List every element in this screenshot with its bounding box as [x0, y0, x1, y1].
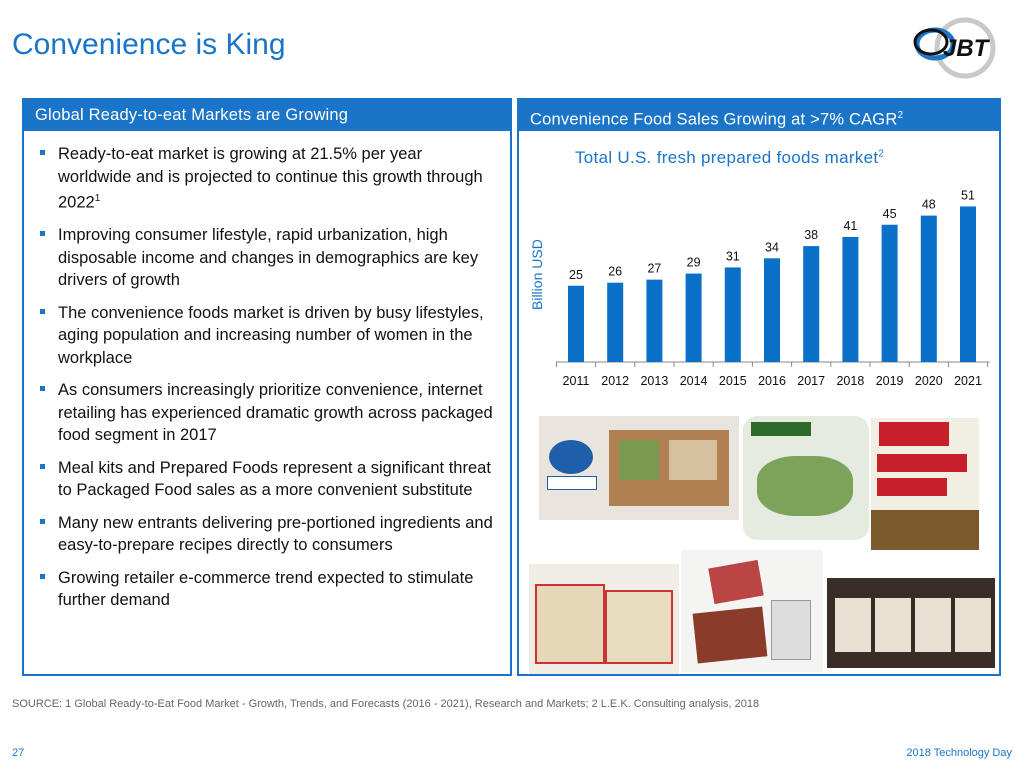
bullet-text: Ready-to-eat market is growing at 21.5% …: [58, 145, 483, 212]
source-note: SOURCE: 1 Global Ready-to-Eat Food Marke…: [12, 698, 760, 710]
bar-2016: [764, 258, 780, 362]
x-tick-label: 2021: [954, 374, 982, 388]
x-tick-label: 2017: [797, 374, 825, 388]
right-panel-header-text: Convenience Food Sales Growing at >7% CA…: [530, 110, 898, 129]
x-tick-label: 2015: [719, 374, 747, 388]
left-panel: Global Ready-to-eat Markets are Growing …: [22, 98, 512, 676]
footnote-marker: 1: [94, 193, 101, 204]
data-label: 34: [765, 240, 779, 254]
x-tick-label: 2011: [563, 374, 590, 388]
right-panel-header: Convenience Food Sales Growing at >7% CA…: [519, 100, 999, 131]
slide-title: Convenience is King: [12, 28, 286, 61]
header-footnote: 2: [897, 110, 904, 121]
bullet-text: Many new entrants delivering pre-portion…: [58, 513, 493, 555]
bullet-item: As consumers increasingly prioritize con…: [38, 379, 498, 447]
bar-2014: [685, 273, 702, 362]
x-tick-label: 2019: [876, 374, 904, 388]
bar-2021: [960, 206, 976, 362]
bullet-text: Meal kits and Prepared Foods represent a…: [58, 458, 491, 500]
data-label: 38: [804, 228, 818, 242]
x-tick-label: 2016: [758, 374, 786, 388]
x-tick-label: 2020: [915, 374, 943, 388]
jbt-logo: JBT: [905, 14, 1005, 80]
x-tick-label: 2014: [680, 374, 708, 388]
bullet-item: The convenience foods market is driven b…: [38, 302, 498, 370]
data-label: 48: [922, 198, 936, 212]
bullet-text: The convenience foods market is driven b…: [58, 303, 484, 367]
chart-title: Total U.S. fresh prepared foods market2: [575, 148, 884, 168]
right-panel: Convenience Food Sales Growing at >7% CA…: [517, 98, 1001, 676]
bullet-item: Improving consumer lifestyle, rapid urba…: [38, 224, 498, 292]
bullet-item: Growing retailer e-commerce trend expect…: [38, 567, 498, 612]
data-label: 25: [569, 268, 583, 282]
bullet-item: Ready-to-eat market is growing at 21.5% …: [38, 143, 498, 214]
page-number: 27: [12, 747, 25, 759]
bullet-text: Improving consumer lifestyle, rapid urba…: [58, 226, 479, 289]
bullet-item: Many new entrants delivering pre-portion…: [38, 512, 498, 557]
chart-title-text: Total U.S. fresh prepared foods market: [575, 148, 879, 167]
bullet-item: Meal kits and Prepared Foods represent a…: [38, 457, 498, 502]
bar-2015: [724, 267, 741, 362]
data-label: 27: [647, 262, 661, 276]
bullet-list: Ready-to-eat market is growing at 21.5% …: [24, 131, 510, 612]
data-label: 31: [726, 249, 740, 263]
photo-lunch-trays: [681, 550, 823, 672]
bar-2011: [568, 285, 584, 362]
bar-chart: 25 2011 26 2012 27 2013 29 2014 31 2015 34 2016 38 20…: [555, 188, 990, 388]
bullet-text: As consumers increasingly prioritize con…: [58, 381, 493, 444]
left-panel-header: Global Ready-to-eat Markets are Growing: [24, 100, 510, 131]
photo-campbells-ready-meals: [871, 418, 979, 550]
footer-text: 2018 Technology Day: [906, 747, 1012, 759]
data-label: 51: [961, 188, 975, 202]
x-tick-label: 2013: [640, 374, 668, 388]
svg-text:JBT: JBT: [943, 35, 991, 62]
data-label: 26: [608, 265, 622, 279]
photo-dole-mini-kit: [743, 416, 869, 540]
bar-2019: [881, 224, 898, 362]
bar-2020: [920, 215, 937, 362]
photo-prepared-meal-packs: [827, 578, 995, 668]
bar-2018: [842, 236, 859, 362]
data-label: 45: [883, 207, 897, 221]
photo-kroger-prep-pared: [539, 416, 739, 520]
x-tick-label: 2018: [836, 374, 864, 388]
bar-2012: [607, 282, 624, 362]
chart-title-footnote: 2: [878, 148, 885, 160]
bar-2013: [646, 279, 663, 362]
data-label: 29: [687, 256, 701, 270]
photo-quinoa-meals: [529, 564, 679, 674]
bar-2017: [803, 246, 820, 362]
data-label: 41: [843, 219, 857, 233]
x-tick-label: 2012: [601, 374, 629, 388]
bullet-text: Growing retailer e-commerce trend expect…: [58, 568, 474, 610]
